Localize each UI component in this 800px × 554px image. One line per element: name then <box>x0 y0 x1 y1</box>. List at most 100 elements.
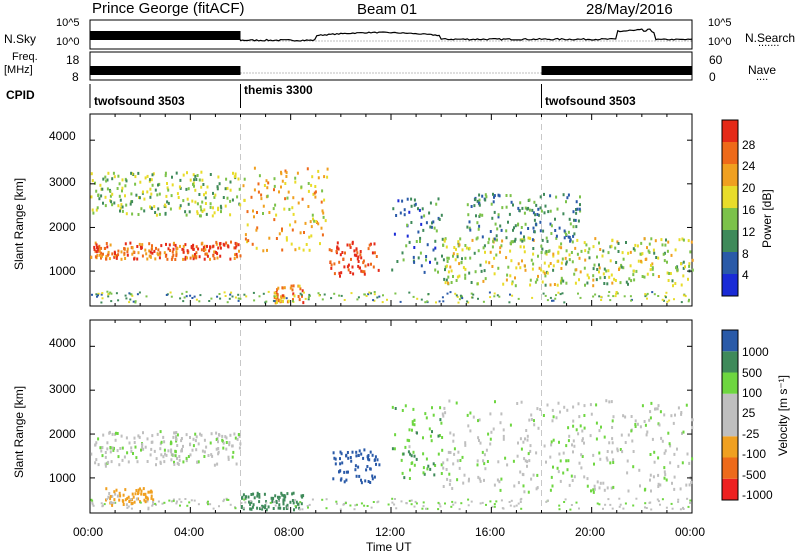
velocity-cell <box>180 437 183 440</box>
power-cell <box>262 204 265 208</box>
velocity-cell <box>686 497 689 500</box>
velocity-cell <box>649 416 652 420</box>
power-cell <box>601 254 604 258</box>
velocity-cell <box>566 468 569 472</box>
power-cell <box>197 247 200 251</box>
velocity-cell <box>240 506 243 509</box>
power-cell <box>217 175 220 179</box>
power-cell <box>97 248 100 252</box>
power-cell <box>111 203 114 207</box>
power-cell <box>158 256 161 260</box>
velocity-cell <box>224 435 227 439</box>
noise-left-tick-top: 10^5 <box>56 17 80 29</box>
velocity-cell <box>113 490 116 494</box>
power-cell <box>535 203 538 207</box>
velocity-cell <box>242 506 245 509</box>
power-cell <box>444 281 447 285</box>
power-cell <box>667 279 670 282</box>
power-cell <box>298 298 301 302</box>
power-cell <box>633 278 636 282</box>
power-cell <box>559 293 562 296</box>
time-axis <box>89 114 693 513</box>
velocity-colorbar-step <box>722 393 738 415</box>
velocity-cell <box>586 477 589 481</box>
velocity-cell <box>357 453 360 457</box>
velocity-cell <box>679 487 682 491</box>
power-cell <box>584 258 587 262</box>
power-cell <box>226 196 229 200</box>
velocity-cell <box>211 454 214 458</box>
power-cell <box>138 291 141 294</box>
power-cell <box>559 279 562 283</box>
velocity-cell <box>648 418 651 422</box>
velocity-cell <box>604 503 607 506</box>
velocity-cell <box>130 446 133 450</box>
power-cell <box>514 276 516 280</box>
power-cell <box>600 299 603 301</box>
power-cell <box>514 224 517 228</box>
power-cell <box>598 295 601 298</box>
velocity-cell <box>121 446 124 450</box>
velocity-cell <box>602 481 605 485</box>
velocity-cell <box>403 476 406 480</box>
power-cell <box>468 271 471 275</box>
power-cell <box>561 278 564 282</box>
noise-right-tick-bottom: 10^0 <box>708 36 732 48</box>
power-cell <box>605 269 608 273</box>
power-cell <box>614 246 617 250</box>
power-cell <box>273 184 276 188</box>
power-cell <box>475 237 478 241</box>
power-cell <box>250 195 253 199</box>
power-cell <box>304 297 307 300</box>
power-cell <box>528 208 531 212</box>
power-cell <box>496 238 498 242</box>
power-cell <box>529 283 532 287</box>
velocity-cell <box>624 441 627 444</box>
power-cell <box>647 249 650 253</box>
xtick-1: 04:00 <box>174 525 205 539</box>
power-cell <box>148 242 151 246</box>
power-cell <box>560 246 563 250</box>
power-cell <box>654 239 657 243</box>
velocity-cell <box>258 495 261 499</box>
velocity-cell <box>673 452 676 456</box>
power-cell <box>579 209 582 213</box>
velocity-cell <box>109 495 112 498</box>
velocity-cell <box>294 505 297 508</box>
velocity-cell <box>657 482 660 486</box>
velocity-cell <box>593 487 596 491</box>
power-cell <box>182 250 185 254</box>
velocity-cell <box>237 433 240 436</box>
velocity-cell <box>432 462 435 466</box>
power-cell <box>187 187 190 191</box>
power-cell <box>549 209 552 213</box>
power-cell <box>157 207 160 211</box>
power-cell <box>687 277 689 281</box>
velocity-cell <box>402 452 405 456</box>
power-cbar-tick-28: 28 <box>742 138 756 152</box>
freq-unit-label: [MHz] <box>4 64 33 76</box>
power-cell <box>458 262 461 266</box>
power-cell <box>217 246 220 250</box>
velocity-cell <box>229 433 232 437</box>
velocity-cell <box>478 477 481 481</box>
power-cell <box>442 258 445 262</box>
power-cell <box>392 207 395 211</box>
power-cell <box>532 211 535 215</box>
power-cell <box>149 255 152 259</box>
velocity-cell <box>596 480 599 484</box>
power-cell <box>233 175 236 179</box>
power-cell <box>230 291 233 294</box>
power-cell <box>414 202 417 206</box>
power-cell <box>324 219 327 223</box>
velocity-cell <box>467 479 470 483</box>
velocity-cell <box>231 444 234 448</box>
power-cell <box>678 238 681 242</box>
power-cell <box>511 280 514 284</box>
power-cell <box>105 179 108 183</box>
power-cell <box>524 222 527 226</box>
velocity-cell <box>130 498 133 501</box>
power-cell <box>532 252 535 256</box>
velocity-cell <box>280 491 283 495</box>
power-cell <box>457 301 460 304</box>
